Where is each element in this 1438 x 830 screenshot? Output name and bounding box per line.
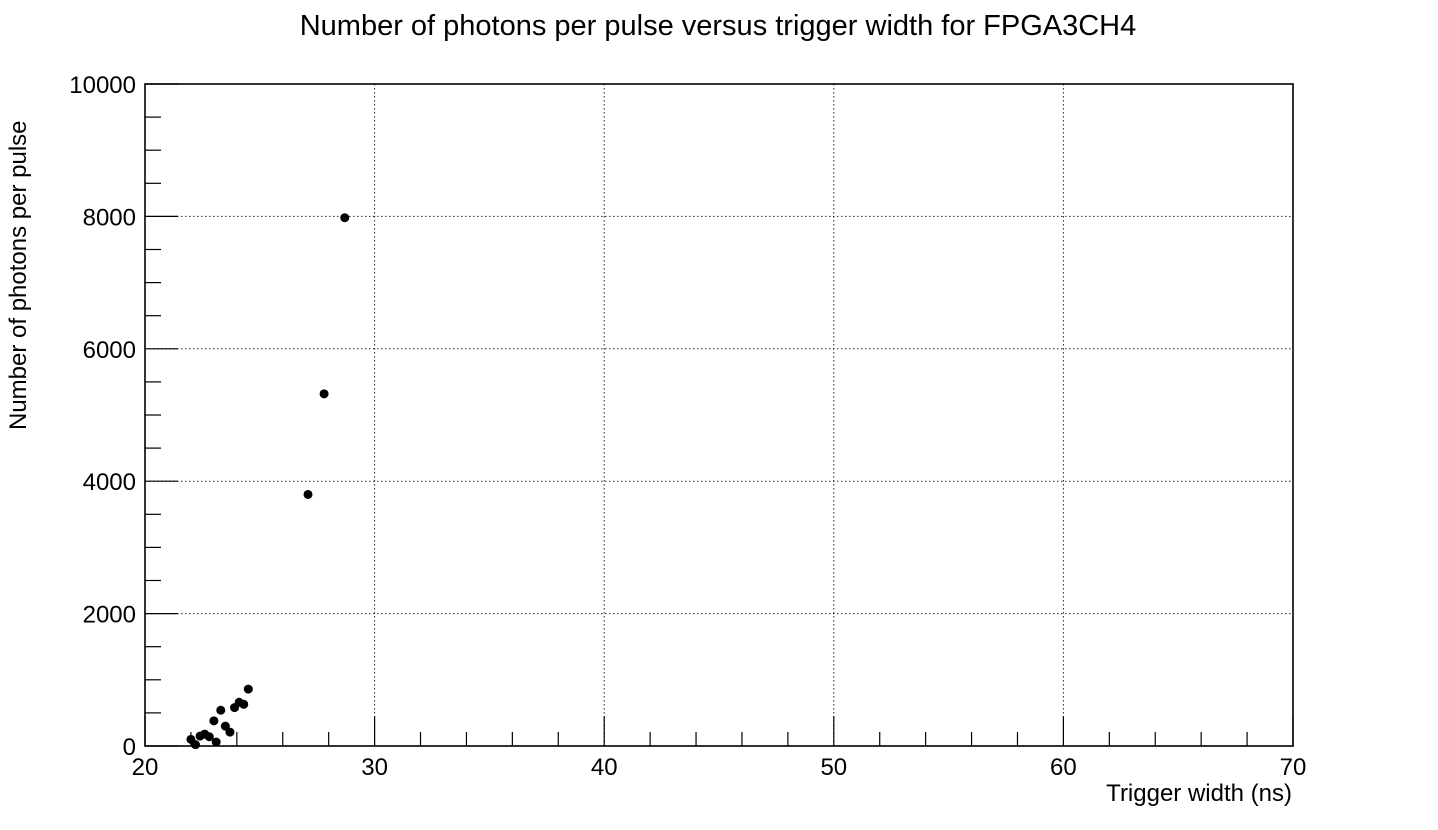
- data-points: [186, 213, 350, 750]
- y-tick-label: 10000: [69, 72, 136, 99]
- y-tick-label: 8000: [83, 204, 136, 231]
- axis-ticks: [144, 83, 1294, 747]
- data-point: [204, 732, 214, 742]
- data-point: [303, 489, 313, 499]
- data-point: [225, 727, 235, 737]
- x-tick-label: 70: [1280, 754, 1307, 781]
- plot-frame: [144, 83, 1294, 747]
- x-tick-label: 20: [132, 754, 159, 781]
- data-point: [209, 716, 219, 726]
- y-tick-label: 4000: [83, 469, 136, 496]
- y-tick-label: 2000: [83, 602, 136, 629]
- chart-title: Number of photons per pulse versus trigg…: [300, 10, 1137, 42]
- data-point: [319, 389, 329, 399]
- grid-lines: [145, 84, 1293, 746]
- tick-labels: 20 30 40 50 60 70 0 2000 4000 6000 8000 10000: [69, 72, 1306, 781]
- data-point: [243, 684, 253, 694]
- data-point: [211, 737, 221, 747]
- x-tick-label: 40: [591, 754, 618, 781]
- y-tick-label: 0: [123, 734, 136, 761]
- y-axis-label: Number of photons per pulse: [5, 120, 32, 430]
- data-point: [340, 213, 350, 223]
- data-point: [191, 740, 201, 750]
- data-point: [239, 699, 249, 709]
- x-tick-label: 60: [1050, 754, 1077, 781]
- x-tick-label: 50: [820, 754, 847, 781]
- y-tick-label: 6000: [83, 337, 136, 364]
- x-axis-label: Trigger width (ns): [1106, 780, 1292, 807]
- x-tick-label: 30: [361, 754, 388, 781]
- data-point: [216, 705, 226, 715]
